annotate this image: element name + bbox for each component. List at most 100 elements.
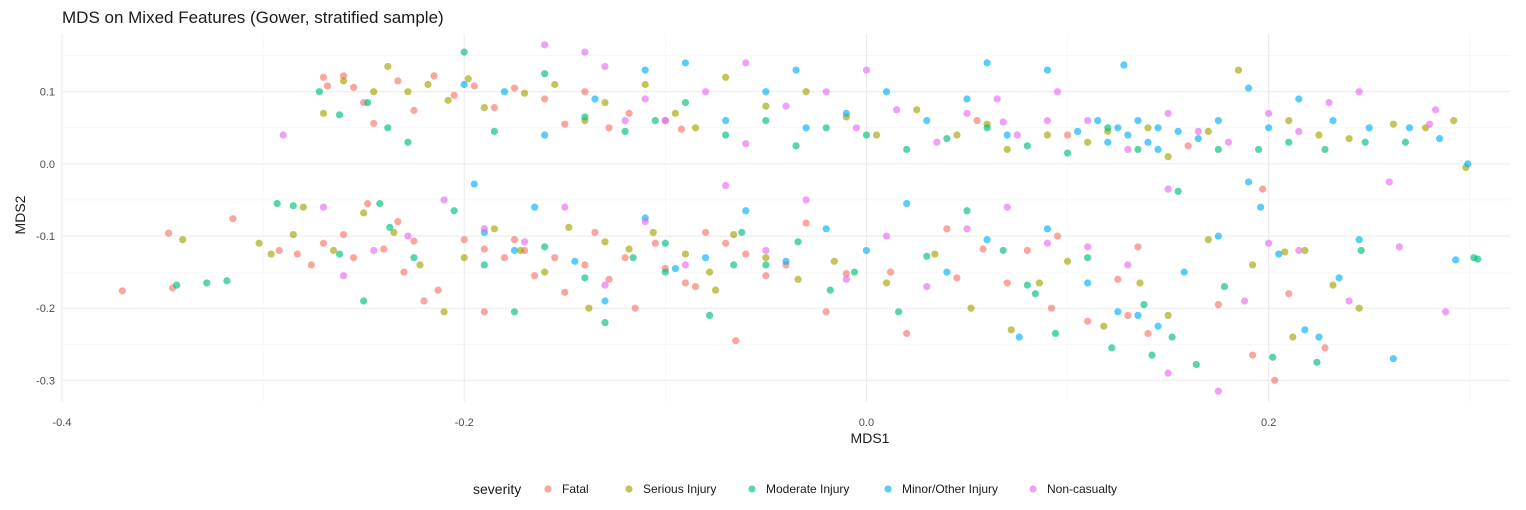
point-fatal — [339, 72, 348, 80]
point-serious-injury — [551, 80, 559, 89]
point-moderate-injury — [364, 98, 372, 107]
point-serious-injury — [520, 89, 529, 97]
point-moderate-injury — [581, 274, 589, 282]
point-minor-other-injury — [701, 254, 710, 262]
point-serious-injury — [722, 73, 730, 81]
point-serious-injury — [390, 228, 398, 237]
point-moderate-injury — [681, 98, 690, 107]
point-fatal — [380, 245, 388, 253]
point-fatal — [701, 228, 710, 237]
point-serious-injury — [649, 228, 657, 237]
point-serious-injury — [384, 62, 392, 71]
point-moderate-injury — [850, 268, 858, 276]
point-fatal — [605, 124, 613, 132]
point-moderate-injury — [601, 319, 609, 327]
point-moderate-injury — [450, 207, 458, 215]
point-non-casualty — [1295, 246, 1303, 255]
point-fatal — [732, 337, 740, 345]
y-tick-label: 0.1 — [40, 87, 55, 99]
point-serious-injury — [1063, 257, 1072, 265]
point-serious-injury — [712, 286, 720, 294]
point-minor-other-injury — [983, 59, 991, 67]
point-serious-injury — [1144, 124, 1152, 132]
point-minor-other-injury — [671, 264, 679, 273]
point-serious-injury — [424, 80, 432, 89]
point-moderate-injury — [1214, 145, 1222, 154]
point-moderate-injury — [1269, 353, 1277, 361]
point-serious-injury — [601, 238, 609, 246]
point-non-casualty — [1164, 369, 1172, 377]
point-serious-injury — [329, 246, 338, 255]
point-moderate-injury — [1174, 187, 1182, 195]
point-moderate-injury — [1108, 344, 1116, 352]
point-serious-injury — [370, 88, 378, 96]
point-non-casualty — [762, 246, 770, 255]
point-minor-other-injury — [510, 246, 519, 255]
point-serious-injury — [1329, 281, 1337, 289]
point-fatal — [275, 246, 283, 255]
point-non-casualty — [661, 116, 669, 125]
point-fatal — [430, 72, 438, 80]
point-serious-injury — [641, 80, 649, 89]
point-non-casualty — [1385, 178, 1393, 186]
point-non-casualty — [822, 88, 830, 96]
point-non-casualty — [279, 131, 287, 139]
point-fatal — [1321, 344, 1329, 352]
legend-label-moderate-injury: Moderate Injury — [766, 482, 849, 496]
point-fatal — [1214, 300, 1222, 309]
point-serious-injury — [872, 131, 881, 139]
point-minor-other-injury — [681, 59, 690, 67]
point-minor-other-injury — [1389, 355, 1397, 363]
point-serious-injury — [1248, 261, 1257, 269]
point-non-casualty — [520, 238, 529, 246]
point-fatal — [470, 82, 478, 90]
point-fatal — [822, 308, 830, 316]
y-axis-title: MDS2 — [12, 195, 28, 234]
point-fatal — [450, 91, 458, 99]
point-serious-injury — [289, 230, 297, 239]
point-fatal — [400, 268, 408, 276]
point-non-casualty — [701, 88, 710, 96]
point-serious-injury — [625, 245, 633, 253]
point-non-casualty — [933, 138, 941, 146]
chart-title: MDS on Mixed Features (Gower, stratified… — [62, 8, 444, 27]
point-moderate-injury — [335, 111, 344, 119]
point-minor-other-injury — [1074, 127, 1082, 136]
point-minor-other-injury — [470, 180, 478, 188]
point-fatal — [561, 288, 569, 296]
point-non-casualty — [1124, 261, 1132, 269]
point-fatal — [625, 109, 633, 117]
point-serious-injury — [255, 239, 263, 247]
point-moderate-injury — [895, 308, 903, 316]
point-fatal — [118, 287, 126, 295]
point-minor-other-injury — [1257, 203, 1265, 211]
point-moderate-injury — [410, 254, 418, 262]
point-serious-injury — [1164, 311, 1172, 320]
point-fatal — [722, 239, 730, 247]
point-minor-other-injury — [742, 207, 750, 215]
legend: severity Fatal Serious Injury Moderate Inj… — [473, 481, 1117, 497]
point-fatal — [510, 236, 519, 244]
point-non-casualty — [1442, 308, 1450, 316]
point-serious-injury — [444, 96, 452, 104]
point-moderate-injury — [289, 202, 297, 210]
point-serious-injury — [671, 109, 679, 117]
point-minor-other-injury — [923, 116, 931, 125]
point-serious-injury — [681, 250, 690, 258]
point-fatal — [229, 215, 237, 223]
point-moderate-injury — [762, 261, 770, 269]
point-fatal — [1285, 290, 1293, 298]
point-minor-other-injury — [500, 88, 509, 96]
point-moderate-injury — [1192, 360, 1200, 369]
point-serious-injury — [460, 254, 468, 262]
point-minor-other-injury — [1114, 308, 1122, 316]
point-fatal — [480, 308, 488, 316]
point-non-casualty — [440, 196, 448, 204]
legend-key-non-casualty — [1029, 485, 1037, 493]
point-fatal — [691, 282, 700, 291]
point-serious-injury — [416, 261, 424, 269]
point-serious-injury — [1345, 135, 1353, 143]
data-points — [118, 41, 1482, 395]
point-non-casualty — [681, 261, 690, 269]
point-moderate-injury — [490, 127, 498, 136]
